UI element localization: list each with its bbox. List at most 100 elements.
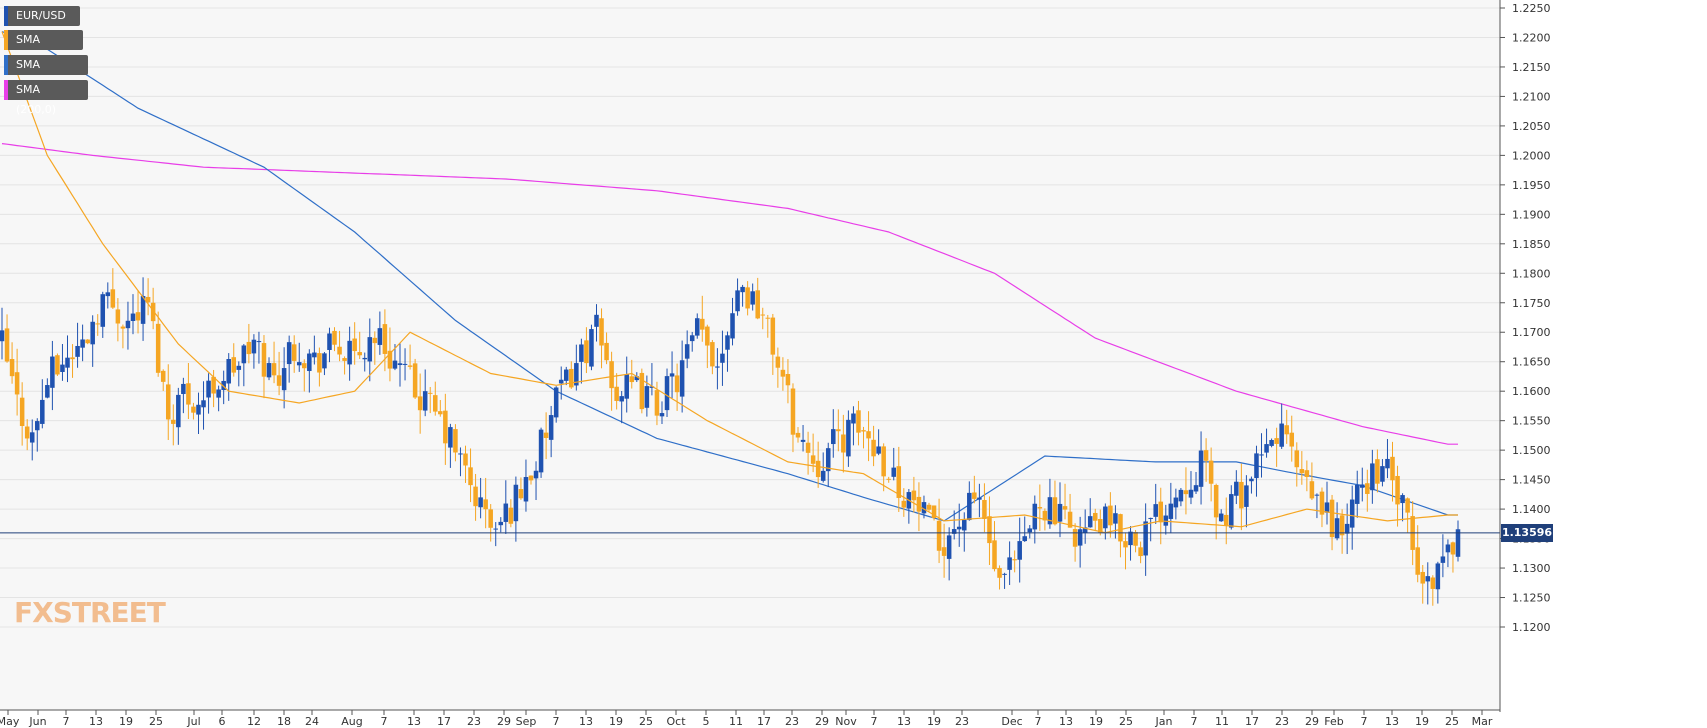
candle-body bbox=[1168, 503, 1174, 519]
candle-body bbox=[448, 427, 453, 448]
candle-body bbox=[886, 478, 891, 480]
candle-body bbox=[14, 372, 20, 395]
y-tick-label: 1.1550 bbox=[1512, 415, 1551, 428]
candle-body bbox=[181, 383, 186, 395]
candle-body bbox=[1108, 505, 1113, 526]
candle-body bbox=[1249, 478, 1254, 482]
x-tick-label: 12 bbox=[247, 715, 261, 728]
candle-body bbox=[624, 374, 629, 399]
candle-body bbox=[846, 419, 851, 457]
candle-body bbox=[956, 526, 962, 530]
candle-body bbox=[155, 323, 161, 373]
y-tick-label: 1.1200 bbox=[1512, 621, 1551, 634]
candle-body bbox=[579, 344, 584, 362]
candle-body bbox=[1420, 571, 1426, 584]
candle-body bbox=[4, 328, 10, 362]
x-tick-label: 23 bbox=[1275, 715, 1289, 728]
x-tick-label: 25 bbox=[639, 715, 653, 728]
candle-body bbox=[171, 419, 176, 424]
candle-body bbox=[422, 391, 428, 411]
candle-body bbox=[100, 294, 106, 327]
candle-body bbox=[140, 296, 146, 324]
y-tick-label: 1.1300 bbox=[1512, 562, 1551, 575]
candle-body bbox=[916, 496, 922, 512]
candle-body bbox=[639, 372, 645, 410]
candle-body bbox=[926, 504, 932, 510]
x-tick-label: Jan bbox=[1155, 715, 1173, 728]
candle-body bbox=[1163, 515, 1169, 526]
y-tick-label: 1.1700 bbox=[1512, 326, 1551, 339]
legend-swatch-eurusd bbox=[4, 6, 8, 26]
candle-body bbox=[634, 376, 640, 381]
candle-body bbox=[417, 396, 423, 411]
candle-body bbox=[362, 357, 368, 360]
x-tick-label: 5 bbox=[703, 715, 710, 728]
candle-body bbox=[1324, 502, 1330, 513]
candle-body bbox=[810, 455, 816, 464]
candle-body bbox=[538, 429, 544, 473]
candle-body bbox=[790, 388, 796, 435]
x-tick-label: 7 bbox=[1191, 715, 1198, 728]
y-axis-ticks: 1.12001.12501.13001.13501.14001.14501.15… bbox=[1500, 2, 1551, 634]
y-tick-label: 1.1850 bbox=[1512, 238, 1551, 251]
candle-body bbox=[1047, 497, 1053, 525]
candle-body bbox=[1042, 510, 1048, 521]
candle-body bbox=[377, 328, 383, 345]
x-tick-label: 13 bbox=[89, 715, 103, 728]
fxstreet-logo: FXSTREET bbox=[14, 596, 166, 629]
candle-body bbox=[523, 477, 529, 502]
legend-item-sma-100[interactable]: SMA (100,0) bbox=[4, 55, 88, 91]
candle-body bbox=[1103, 506, 1108, 529]
candle-body bbox=[1319, 491, 1325, 515]
legend-item-sma-50[interactable]: SMA (50,0) bbox=[4, 30, 83, 66]
candle-body bbox=[19, 397, 25, 426]
candle-body bbox=[9, 359, 15, 377]
candle-body bbox=[795, 432, 801, 438]
candle-body bbox=[95, 323, 100, 325]
x-tick-label: 29 bbox=[815, 715, 829, 728]
candle-body bbox=[397, 363, 403, 366]
candle-body bbox=[1037, 507, 1043, 509]
candle-body bbox=[342, 358, 347, 361]
candle-body bbox=[1254, 453, 1259, 479]
y-tick-label: 1.2100 bbox=[1512, 90, 1551, 103]
candle-body bbox=[211, 376, 216, 394]
x-tick-label: 17 bbox=[1245, 715, 1259, 728]
candle-body bbox=[508, 507, 514, 524]
candle-body bbox=[498, 521, 504, 526]
candle-body bbox=[1012, 559, 1017, 561]
candle-body bbox=[1082, 527, 1088, 533]
legend-item-eurusd[interactable]: EUR/USD bbox=[4, 6, 80, 26]
candle-body bbox=[710, 342, 715, 367]
candle-body bbox=[438, 411, 443, 415]
x-tick-label: Dec bbox=[1001, 715, 1022, 728]
legend-item-sma-200[interactable]: SMA (200,0) bbox=[4, 80, 88, 116]
candle-body bbox=[488, 509, 493, 528]
candle-body bbox=[1455, 529, 1461, 557]
candle-body bbox=[780, 369, 786, 377]
candle-body bbox=[679, 360, 685, 397]
candle-body bbox=[644, 386, 650, 408]
x-tick-label: 18 bbox=[277, 715, 291, 728]
current-price-badge: 1.13596 bbox=[1501, 523, 1553, 542]
candle-body bbox=[755, 290, 760, 319]
candle-body bbox=[412, 363, 418, 398]
x-tick-label: 23 bbox=[467, 715, 481, 728]
candle-body bbox=[1294, 450, 1300, 468]
candle-body bbox=[29, 432, 35, 443]
candle-body bbox=[1057, 503, 1063, 522]
candle-body bbox=[367, 337, 373, 362]
candle-body bbox=[1385, 458, 1390, 469]
plot-background bbox=[0, 0, 1500, 710]
candle-body bbox=[1123, 541, 1128, 548]
candle-body bbox=[281, 368, 287, 391]
x-tick-label: 25 bbox=[1445, 715, 1459, 728]
candle-body bbox=[967, 492, 972, 521]
candle-body bbox=[1289, 432, 1295, 447]
candle-body bbox=[1344, 523, 1350, 534]
candle-body bbox=[307, 353, 312, 372]
candle-body bbox=[548, 415, 554, 440]
x-tick-label: 7 bbox=[553, 715, 560, 728]
candle-body bbox=[599, 318, 604, 346]
sma-100-layer bbox=[1, 31, 1458, 522]
